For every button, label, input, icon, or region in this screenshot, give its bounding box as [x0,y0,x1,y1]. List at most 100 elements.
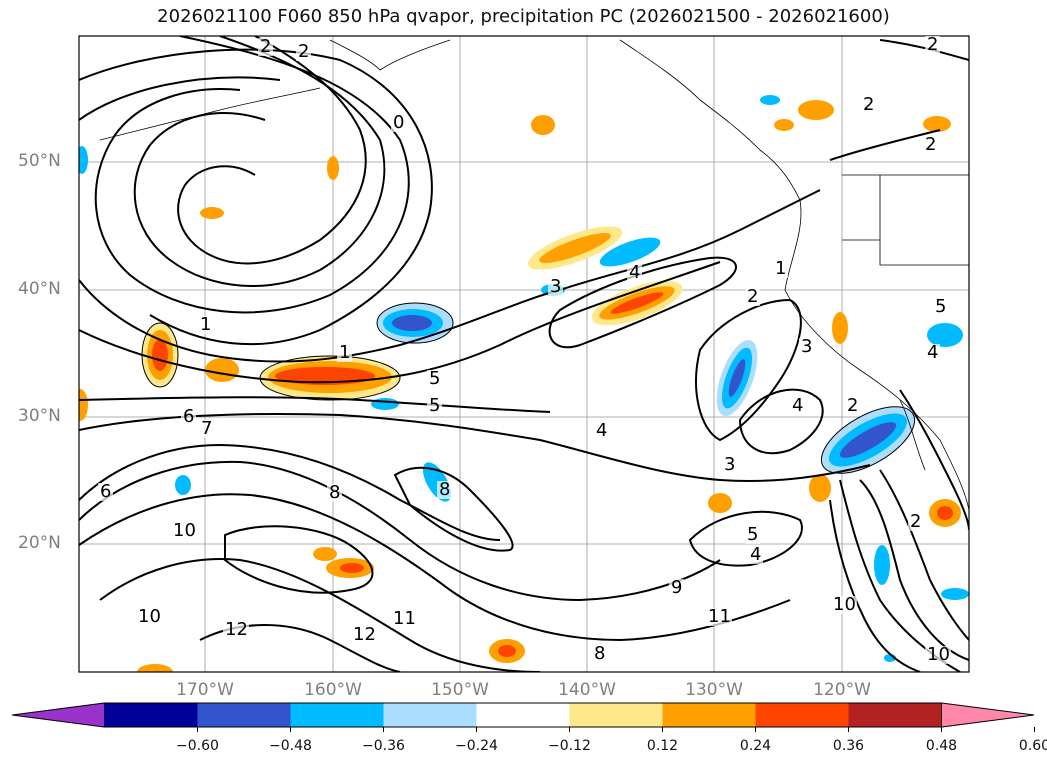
colorbar-tick-label: 0.12 [646,738,679,754]
contour-label: 4 [596,420,607,441]
colorbar-segment [104,703,198,727]
precip-negative-patches [79,95,969,662]
lat-label: 50°N [18,151,61,171]
contour-label: 2 [847,395,858,416]
colorbar-extend-high [941,702,1035,728]
contour-label: 2 [298,41,309,62]
contour-label: 12 [353,624,376,645]
contour-label: 2 [910,511,921,532]
contour-label: 8 [439,479,450,500]
contour-label: 6 [183,406,194,427]
contour-label-bg [745,526,760,544]
contour-label-bg [790,397,805,415]
contour-label-bg [351,626,377,644]
precip-positive-patches [79,100,961,672]
contour-label: 6 [100,481,111,502]
contour-label-bg [594,422,609,440]
contour-label-bg [391,114,406,132]
contour-label-bg [908,513,923,531]
contour-label-bg [98,483,113,501]
contour-label: 4 [927,342,938,363]
colorbar [11,702,1035,732]
contour-label-bg [923,136,938,154]
contour-label-bg [933,298,948,316]
contour-label-bg [799,338,814,356]
contour-label: 10 [173,520,196,541]
contour-label: 4 [792,395,803,416]
contour-label-bg [223,621,249,639]
qvapor-contours [79,36,969,672]
contour-label-bg [327,484,342,502]
contour-label: 5 [747,524,758,545]
contour-label-bg [925,344,940,362]
contour-label-bg [861,96,876,114]
contour-label: 0 [393,112,404,133]
contour-label: 1 [339,342,350,363]
colorbar-tick-label: 0.36 [832,738,865,754]
colorbar-segment [383,703,477,727]
precip-contours [141,302,916,474]
contour-label-bg [592,645,607,663]
contour-label-bg [391,610,417,628]
colorbar-segment [476,703,570,727]
contour-label-bg [198,316,213,334]
colorbar-segment [662,703,756,727]
contour-label: 11 [708,606,731,627]
lon-label: 120°W [813,680,871,700]
colorbar-tick-label: 0.48 [925,738,958,754]
colorbar-segment [569,703,663,727]
contour-label: 2 [747,286,758,307]
lon-label: 140°W [558,680,616,700]
contour-label-bg [748,546,763,564]
colorbar-extend-low [11,702,105,728]
contour-label-bg [171,522,197,540]
contour-label: 10 [833,594,856,615]
contour-label: 2 [863,94,874,115]
colorbar-tick-label: 0.24 [739,738,772,754]
colorbar-segment [755,703,849,727]
coastlines [99,39,969,511]
contour-label: 5 [429,395,440,416]
colorbar-tick-label: −0.36 [362,738,405,754]
lon-label: 150°W [431,680,489,700]
contour-label-bg [427,397,442,415]
contour-label-bg [669,579,684,597]
contour-label: 4 [750,544,761,565]
contour-label: 3 [724,454,735,475]
contour-label-bg [258,38,273,56]
map-background [79,36,969,672]
contour-label: 5 [935,296,946,317]
colorbar-tick-label: 0.60 [1018,738,1047,754]
contour-label-bg [925,36,940,54]
contour-label-bg [773,260,788,278]
contour-label-bg [722,456,737,474]
colorbar-tick-label: −0.48 [269,738,312,754]
contour-label-bg [925,646,951,664]
contour-label: 3 [550,276,561,297]
contour-label-bg [548,278,563,296]
lon-label: 160°W [304,680,362,700]
contour-label: 4 [629,262,640,283]
colorbar-segment [197,703,291,727]
contour-label: 5 [429,368,440,389]
colorbar-segment [848,703,942,727]
contour-label-bg [136,608,162,626]
contour-label: 8 [329,482,340,503]
contour-label: 8 [594,643,605,664]
contour-label: 7 [201,418,212,439]
contour-label-bg [706,608,732,626]
contour-label-bg [337,344,352,362]
lat-label: 30°N [18,406,61,426]
contour-label: 2 [925,134,936,155]
contour-label: 10 [138,606,161,627]
contour-label-bg [427,370,442,388]
map-title: 2026021100 F060 850 hPa qvapor, precipit… [157,6,890,27]
colorbar-tick-label: −0.12 [548,738,591,754]
colorbar-tick-label: −0.24 [455,738,498,754]
colorbar-segment [290,703,384,727]
contour-label-bg [181,408,196,426]
lon-label: 170°W [176,680,234,700]
map-frame [78,35,970,673]
contour-label: 10 [927,644,950,665]
